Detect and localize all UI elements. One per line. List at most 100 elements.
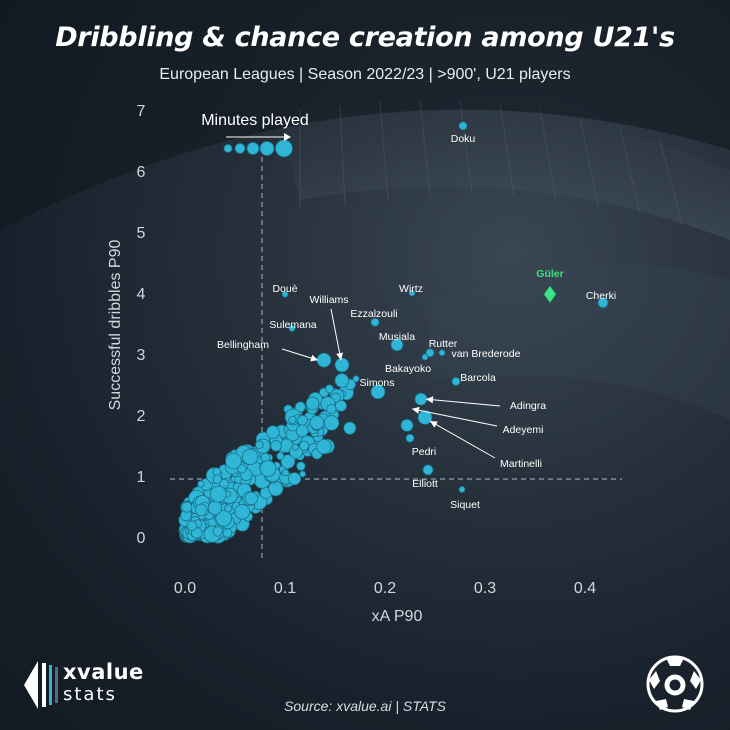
- scatter-point: [209, 485, 227, 503]
- labeled-point: [408, 289, 416, 297]
- y-tick-label: 0: [137, 530, 146, 547]
- scatter-point: [266, 425, 280, 440]
- annotation-arrowhead: [426, 396, 434, 404]
- scatter-point: [352, 375, 360, 383]
- point-label: Martinelli: [500, 458, 542, 470]
- point-label: Bellingham: [217, 339, 269, 351]
- scatter-point: [323, 415, 340, 431]
- chart-subtitle: European Leagues | Season 2022/23 | >900…: [159, 66, 571, 83]
- scatter-point: [309, 415, 325, 430]
- scatter-point: [234, 503, 251, 520]
- labeled-point: [421, 353, 429, 361]
- size-legend-dot: [234, 143, 246, 154]
- scatter-point: [222, 528, 233, 538]
- labeled-point: [458, 121, 468, 131]
- labeled-point: [451, 377, 461, 386]
- point-label: Pedri: [412, 446, 437, 458]
- chart-title: Dribbling & chance creation among U21's: [55, 22, 675, 53]
- labeled-point: [334, 357, 350, 373]
- scatter-point: [237, 464, 247, 474]
- scatter-point: [207, 500, 223, 516]
- labeled-point: [316, 352, 332, 368]
- highlight-marker: [543, 284, 557, 304]
- scatter-point: [316, 438, 332, 455]
- y-tick-label: 4: [137, 286, 146, 303]
- point-label: Williams: [309, 294, 348, 306]
- scatter-point: [268, 481, 284, 497]
- point-label: Musiala: [379, 331, 415, 343]
- size-legend-label: Minutes played: [201, 112, 309, 129]
- scatter-point: [280, 454, 296, 469]
- point-label: Elliott: [412, 478, 438, 490]
- scatter-point: [326, 403, 337, 415]
- labeled-point: [458, 486, 466, 493]
- scatter-point: [186, 520, 198, 532]
- scatter-point: [288, 472, 302, 486]
- point-label: van Brederode: [452, 348, 521, 360]
- labeled-point: [438, 349, 446, 357]
- labeled-point: [288, 324, 296, 332]
- point-label: Barcola: [460, 372, 496, 384]
- scatter-point: [325, 384, 334, 394]
- scatter-point: [288, 415, 297, 424]
- size-legend-arrowhead: [284, 133, 291, 141]
- xvalue-logo-icon: [24, 661, 58, 709]
- point-label: Doku: [451, 133, 476, 145]
- scatter-point: [194, 503, 208, 517]
- x-tick-label: 0.1: [274, 580, 296, 597]
- labeled-point: [414, 392, 428, 406]
- point-label: Douè: [272, 283, 297, 295]
- scatter-point: [296, 461, 306, 471]
- annotation-arrowhead: [336, 352, 344, 361]
- size-legend-dot: [275, 139, 293, 158]
- labeled-point: [281, 290, 289, 298]
- brand-subname: stats: [63, 684, 117, 705]
- scatter-point: [305, 396, 320, 411]
- annotation-arrow: [425, 398, 501, 407]
- scatter-point: [291, 443, 299, 451]
- source-note: Source: xvalue.ai | STATS: [284, 698, 446, 714]
- scatter-point: [343, 421, 357, 435]
- point-label: Simons: [359, 377, 394, 389]
- y-tick-label: 1: [137, 469, 146, 486]
- annotation-arrow: [411, 408, 498, 427]
- annotation-arrowhead: [412, 406, 420, 414]
- point-label: Rutter: [429, 338, 458, 350]
- labeled-point: [400, 418, 414, 432]
- scatter-point: [281, 468, 290, 477]
- x-axis-label: xA P90: [372, 608, 423, 625]
- point-label: Adingra: [510, 400, 546, 412]
- size-legend-dot: [259, 141, 275, 156]
- scatter-point: [299, 470, 307, 478]
- football-icon: [646, 655, 704, 713]
- labeled-point: [370, 384, 386, 400]
- scatter-point: [270, 440, 282, 452]
- labeled-point: [597, 297, 609, 309]
- point-label: Sulemana: [269, 319, 316, 331]
- x-tick-label: 0.3: [474, 580, 496, 597]
- scatter-point: [334, 373, 350, 388]
- scatter-point: [212, 526, 223, 537]
- annotation-arrow: [330, 308, 342, 361]
- size-legend-dot: [223, 144, 233, 153]
- highlight-label: Güler: [536, 268, 563, 280]
- point-label: Ezzalzouli: [350, 308, 397, 320]
- labeled-point: [422, 464, 434, 476]
- scatter-point: [197, 480, 205, 488]
- brand-name: xvalue: [63, 660, 144, 684]
- scatter-point: [295, 424, 309, 438]
- scatter-point: [255, 440, 264, 450]
- annotation-arrowhead: [430, 421, 438, 428]
- scatter-point: [215, 510, 232, 527]
- scatter-point: [294, 401, 306, 413]
- scatter-point: [212, 467, 221, 476]
- annotation-arrowhead: [310, 354, 318, 362]
- annotation-arrow: [429, 420, 496, 459]
- scatter-point: [234, 475, 243, 484]
- x-tick-label: 0.0: [174, 580, 196, 597]
- labeled-point: [417, 410, 433, 425]
- y-tick-label: 6: [137, 164, 146, 181]
